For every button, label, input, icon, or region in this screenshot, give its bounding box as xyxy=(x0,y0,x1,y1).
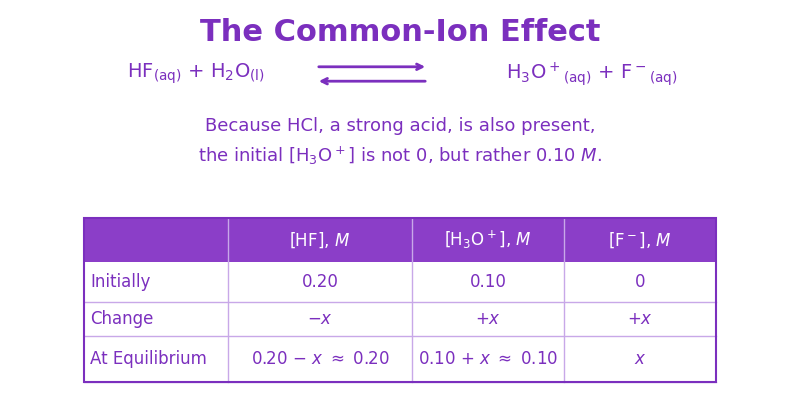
Text: $-$$x$: $-$$x$ xyxy=(307,310,333,328)
Bar xyxy=(84,218,716,262)
Text: $+$$x$: $+$$x$ xyxy=(475,310,501,328)
Text: H$\mathregular{_3}$O$\mathregular{^+}$$\mathregular{_{(aq)}}$ + F$\mathregular{^: H$\mathregular{_3}$O$\mathregular{^+}$$\… xyxy=(506,60,678,88)
Bar xyxy=(84,218,716,382)
Text: Change: Change xyxy=(90,310,154,328)
Text: 0.10: 0.10 xyxy=(470,273,506,291)
Text: 0.20: 0.20 xyxy=(302,273,338,291)
Text: the initial [H$\mathregular{_3}$O$\mathregular{^+}$] is not 0, but rather 0.10 $: the initial [H$\mathregular{_3}$O$\mathr… xyxy=(198,145,602,167)
Text: Initially: Initially xyxy=(90,273,150,291)
Text: [HF], $\it{M}$: [HF], $\it{M}$ xyxy=(290,230,350,250)
Text: 0.20 $-$ $x$ $\approx$ 0.20: 0.20 $-$ $x$ $\approx$ 0.20 xyxy=(250,350,390,368)
Text: [H$\mathregular{_3}$O$\mathregular{^+}$], $\it{M}$: [H$\mathregular{_3}$O$\mathregular{^+}$]… xyxy=(444,229,532,251)
Text: 0.10 + $x$ $\approx$ 0.10: 0.10 + $x$ $\approx$ 0.10 xyxy=(418,350,558,368)
Text: [F$\mathregular{^-}$], $\it{M}$: [F$\mathregular{^-}$], $\it{M}$ xyxy=(608,230,672,250)
Text: The Common-Ion Effect: The Common-Ion Effect xyxy=(200,18,600,47)
Text: 0: 0 xyxy=(634,273,646,291)
Text: $x$: $x$ xyxy=(634,350,646,368)
Text: $+$$x$: $+$$x$ xyxy=(627,310,653,328)
Text: HF$\mathregular{_{(aq)}}$ + H$\mathregular{_2}$O$\mathregular{_{(l)}}$: HF$\mathregular{_{(aq)}}$ + H$\mathregul… xyxy=(127,62,265,86)
Text: At Equilibrium: At Equilibrium xyxy=(90,350,207,368)
Text: Because HCl, a strong acid, is also present,: Because HCl, a strong acid, is also pres… xyxy=(205,117,595,135)
